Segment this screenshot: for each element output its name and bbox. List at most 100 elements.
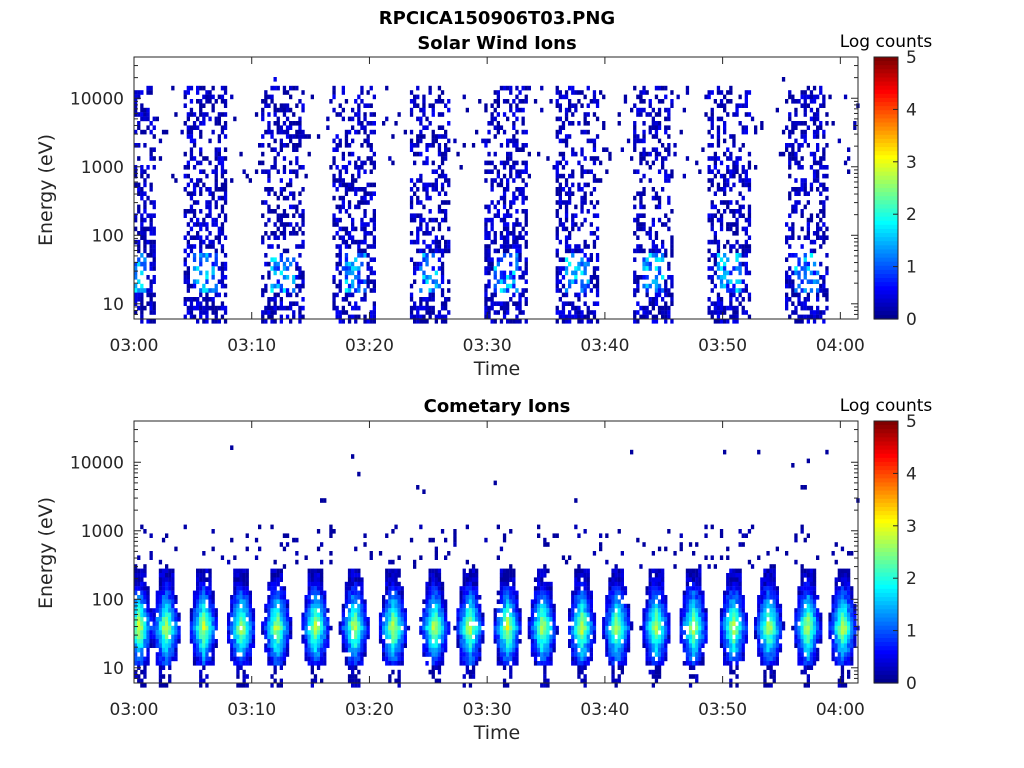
heatmap-cell bbox=[304, 647, 308, 653]
heatmap-cell bbox=[137, 586, 141, 591]
heatmap-cell bbox=[428, 85, 432, 91]
heatmap-cell bbox=[267, 625, 271, 631]
heatmap-cell bbox=[295, 559, 299, 565]
heatmap-cell bbox=[716, 187, 721, 192]
heatmap-cell bbox=[196, 178, 200, 183]
heatmap-cell bbox=[685, 85, 690, 91]
heatmap-cell bbox=[394, 573, 398, 578]
heatmap-cell bbox=[267, 621, 271, 626]
heatmap-cell bbox=[211, 222, 215, 227]
heatmap-cell bbox=[388, 652, 392, 657]
heatmap-cell bbox=[279, 125, 283, 130]
heatmap-cell bbox=[437, 147, 442, 152]
heatmap-cell bbox=[397, 621, 401, 626]
heatmap-cell bbox=[264, 625, 268, 631]
heatmap-cell bbox=[211, 217, 215, 223]
heatmap-cell bbox=[577, 187, 581, 192]
heatmap-cell bbox=[667, 116, 671, 122]
heatmap-cell bbox=[502, 586, 507, 591]
heatmap-cell bbox=[158, 138, 163, 144]
heatmap-cell bbox=[189, 195, 194, 201]
heatmap-cell bbox=[664, 283, 668, 289]
heatmap-cell bbox=[158, 559, 163, 565]
heatmap-cell bbox=[574, 266, 578, 271]
heatmap-cell bbox=[822, 209, 826, 214]
heatmap-cell bbox=[440, 217, 445, 223]
heatmap-cell bbox=[723, 253, 727, 258]
heatmap-cell bbox=[645, 314, 649, 320]
heatmap-cell bbox=[754, 165, 758, 170]
heatmap-cell bbox=[310, 612, 314, 618]
heatmap-cell bbox=[555, 160, 559, 166]
heatmap-cell bbox=[276, 226, 280, 232]
heatmap-cell bbox=[580, 270, 584, 276]
heatmap-cell bbox=[279, 542, 283, 547]
heatmap-cell bbox=[391, 581, 395, 587]
heatmap-cell bbox=[453, 533, 457, 538]
heatmap-cell bbox=[332, 529, 336, 534]
heatmap-cell bbox=[254, 555, 259, 560]
heatmap-cell bbox=[741, 182, 745, 188]
heatmap-cell bbox=[140, 319, 144, 324]
heatmap-cell bbox=[168, 586, 172, 591]
heatmap-cell bbox=[143, 244, 147, 249]
heatmap-cell bbox=[351, 568, 355, 574]
heatmap-cell bbox=[521, 195, 525, 201]
heatmap-cell bbox=[332, 235, 336, 240]
heatmap-cell bbox=[462, 568, 466, 574]
heatmap-cell bbox=[499, 581, 504, 587]
heatmap-cell bbox=[459, 652, 463, 657]
heatmap-cell bbox=[134, 581, 138, 587]
heatmap-cell bbox=[310, 661, 314, 666]
heatmap-cell bbox=[512, 222, 516, 227]
heatmap-cell bbox=[642, 222, 646, 227]
heatmap-cell bbox=[471, 643, 476, 648]
heatmap-cell bbox=[251, 612, 256, 618]
heatmap-cell bbox=[803, 288, 807, 293]
heatmap-cell bbox=[171, 586, 175, 591]
heatmap-cell bbox=[140, 599, 144, 604]
heatmap-cell bbox=[137, 617, 141, 622]
heatmap-cell bbox=[230, 656, 234, 662]
heatmap-cell bbox=[741, 165, 745, 170]
heatmap-cell bbox=[657, 292, 662, 298]
heatmap-cell bbox=[471, 590, 476, 596]
heatmap-cell bbox=[360, 581, 364, 587]
heatmap-cell bbox=[363, 129, 367, 135]
heatmap-cell bbox=[177, 625, 181, 631]
heatmap-cell bbox=[354, 226, 358, 232]
heatmap-cell bbox=[459, 608, 463, 613]
heatmap-cell bbox=[512, 125, 516, 130]
heatmap-cell bbox=[431, 573, 435, 578]
x-tick-label: 03:10 bbox=[227, 336, 276, 356]
heatmap-cell bbox=[341, 165, 345, 170]
heatmap-cell bbox=[747, 297, 752, 302]
heatmap-cell bbox=[273, 85, 277, 91]
heatmap-cell bbox=[146, 292, 150, 298]
heatmap-cell bbox=[586, 169, 590, 174]
heatmap-cell bbox=[719, 257, 724, 262]
heatmap-cell bbox=[496, 90, 500, 95]
heatmap-cell bbox=[307, 634, 311, 640]
heatmap-cell bbox=[338, 257, 342, 262]
heatmap-cell bbox=[540, 107, 544, 113]
heatmap-cell bbox=[140, 678, 144, 684]
heatmap-cell bbox=[428, 275, 432, 280]
heatmap-cell bbox=[816, 305, 820, 311]
heatmap-cell bbox=[267, 297, 271, 302]
heatmap-cell bbox=[248, 599, 252, 604]
heatmap-cell bbox=[143, 169, 147, 174]
heatmap-cell bbox=[391, 656, 395, 662]
heatmap-cell bbox=[385, 568, 389, 574]
heatmap-cell bbox=[279, 656, 283, 662]
heatmap-cell bbox=[809, 151, 814, 157]
heatmap-cell bbox=[155, 608, 159, 613]
heatmap-cell bbox=[595, 257, 600, 262]
heatmap-cell bbox=[140, 586, 144, 591]
heatmap-cell bbox=[242, 608, 246, 613]
heatmap-cell bbox=[338, 169, 342, 174]
heatmap-cell bbox=[555, 200, 559, 205]
heatmap-cell bbox=[713, 231, 717, 236]
heatmap-cell bbox=[357, 678, 361, 684]
heatmap-cell bbox=[233, 590, 237, 596]
